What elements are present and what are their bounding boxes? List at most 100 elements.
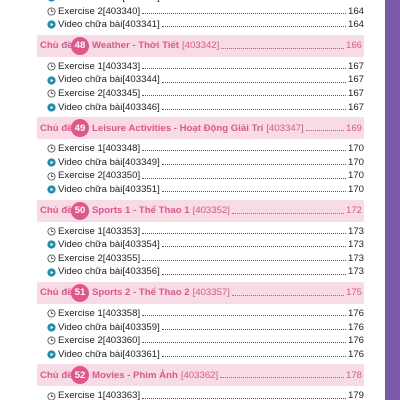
entry-label: Video chữa bài [58,239,123,251]
topic-page-number: 166 [345,40,362,52]
dot-leader [305,130,344,132]
entry-label: Video chữa bài [58,183,123,195]
entry-label: Exercise 2 [58,5,103,17]
clock-icon [47,336,56,345]
entry-code: [403359] [122,321,160,333]
play-icon [47,267,56,277]
dot-leader [142,342,346,344]
topic-header-52[interactable]: Chủ đề 52 Movies - Phim Ảnh [403362] 178 [37,364,364,387]
entry-code: [403354] [122,239,160,251]
entry-code: [403340] [102,5,141,17]
entry-label: Exercise 2 [58,87,103,99]
video-entry[interactable]: Video chữa bài [403356] 173 [37,265,364,279]
play-icon [47,240,56,250]
video-entry[interactable]: Video chữa bài [403361] 176 [37,348,364,362]
topic-header-48[interactable]: Chủ đề 48 Weather - Thời Tiết [403342] 166 [37,34,364,57]
exercise-entry[interactable]: Exercise 2 [403355] 173 [37,252,364,266]
entry-code: [403349] [122,156,160,168]
dot-leader [220,377,344,379]
topic-number-badge: 50 [71,201,89,220]
dot-leader [142,12,346,14]
play-icon [47,158,56,167]
exercise-entry[interactable]: Exercise 2 [403360] 176 [37,334,364,348]
entry-label: Exercise 1 [58,60,103,72]
entry-page-number: 167 [347,87,364,99]
video-entry[interactable]: Video chữa bài [403341] 164 [37,18,364,32]
entry-label: Video chữa bài [58,348,123,360]
entry-code: [403356] [122,266,160,278]
exercise-entry[interactable]: Exercise 2 [403350] 170 [37,169,364,183]
dot-leader [142,397,346,399]
clock-icon [47,392,56,400]
clock-icon [47,89,56,98]
clock-icon [47,172,56,181]
clock-icon [47,309,56,318]
entry-page-number: 170 [347,183,364,195]
clock-icon [47,227,56,236]
video-entry[interactable]: Video chữa bài [403349] 170 [37,156,364,170]
dot-leader [142,260,346,262]
entry-label: Exercise 1 [58,225,103,237]
topic-header-49[interactable]: Chủ đề 49 Leisure Activities - Hoạt Động G… [37,117,364,140]
entry-code: [403363] [102,390,141,400]
exercise-entry[interactable]: Exercise 1 [403343] 167 [37,60,364,74]
entry-page-number: 164 [347,5,364,17]
clock-icon [47,144,56,154]
video-entry[interactable]: Video chữa bài [403339] 164 [37,0,364,5]
exercise-entry[interactable]: Exercise 1 [403358] 176 [37,307,364,321]
entry-page-number: 164 [347,19,364,31]
table-of-contents: Video chữa bài [403339]164Exercise 2 [40… [37,0,364,400]
exercise-entry[interactable]: Exercise 1 [403363] 179 [37,389,364,400]
topic-code: [403362] [180,369,219,381]
entry-label: Exercise 2 [58,335,103,347]
clock-icon [47,62,56,71]
dot-leader [142,232,346,234]
topic-header-51[interactable]: Chủ đề 51 Sports 2 - Thể Thao 2 [403357] 175 [37,281,364,304]
entry-code: [403345] [102,87,141,99]
video-entry[interactable]: Video chữa bài [403351] 170 [37,183,364,197]
dot-leader [231,212,344,214]
exercise-entry[interactable]: Exercise 2 [403340] 164 [37,5,364,19]
entry-page-number: 170 [347,170,364,182]
entry-code: [403360] [102,335,141,347]
play-icon [47,103,56,112]
topic-number-badge: 49 [71,119,89,138]
exercise-entry[interactable]: Exercise 1 [403353] 173 [37,225,364,239]
topic-page-number: 175 [345,287,362,299]
topic-name: Weather - Thời Tiết [92,40,179,52]
entry-page-number: 170 [347,143,364,155]
dot-leader [161,191,346,193]
entry-page-number: 170 [347,156,364,168]
exercise-entry[interactable]: Exercise 2 [403345] 167 [37,87,364,101]
entry-label: Exercise 1 [58,390,103,400]
clock-icon [47,7,56,16]
topic-name: Sports 2 - Thể Thao 2 [92,287,190,299]
topic-page-number: 169 [345,122,362,134]
entry-code: [403343] [102,60,141,72]
play-icon [47,350,56,359]
topic-name: Leisure Activities - Hoạt Động Giải Trí [92,122,264,134]
topic-code: [403342] [181,40,220,52]
dot-leader [142,315,346,317]
video-entry[interactable]: Video chữa bài [403354] 173 [37,238,364,252]
entry-page-number: 167 [347,101,364,113]
topic-header-50[interactable]: Chủ đề 50 Sports 1 - Thể Thao 1 [403352] 172 [37,199,364,222]
dot-leader [161,246,346,248]
entry-label: Exercise 1 [58,143,103,155]
entry-code: [403348] [102,143,141,155]
topic-label: Chủ đề [40,205,73,217]
dot-leader [161,26,346,28]
exercise-entry[interactable]: Exercise 1 [403348] 170 [37,142,364,156]
entry-code: [403355] [102,252,141,264]
dot-leader [142,95,346,97]
entry-code: [403344] [122,74,160,86]
dot-leader [142,68,346,70]
entry-code: [403361] [122,348,160,360]
video-entry[interactable]: Video chữa bài [403346] 167 [37,101,364,115]
video-entry[interactable]: Video chữa bài [403359] 176 [37,321,364,335]
dot-leader [142,177,346,179]
video-entry[interactable]: Video chữa bài [403344] 167 [37,73,364,87]
entry-label: Exercise 1 [58,307,103,319]
entry-page-number: 176 [347,307,364,319]
entry-page-number: 179 [347,390,364,400]
